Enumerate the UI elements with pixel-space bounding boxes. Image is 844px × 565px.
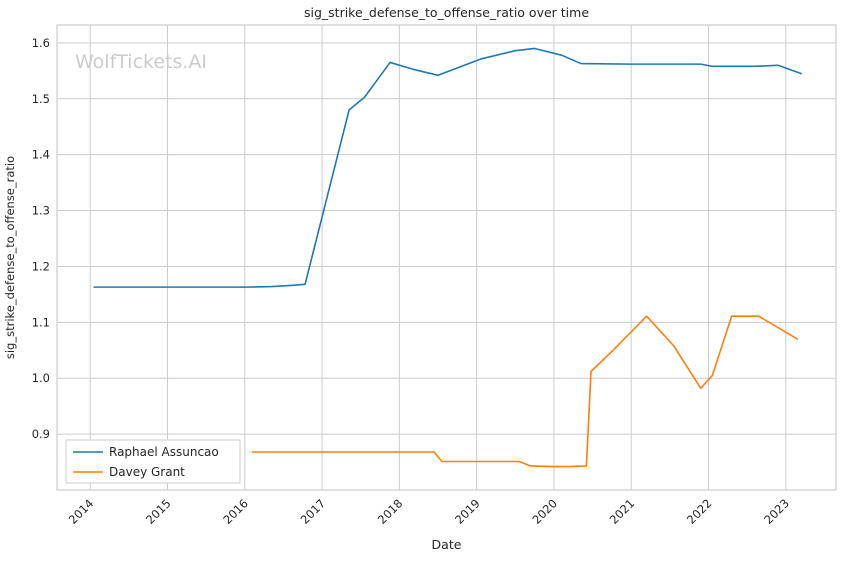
y-tick-label: 1.5	[32, 92, 50, 106]
y-tick-label: 1.0	[32, 371, 50, 385]
x-axis-label: Date	[432, 537, 462, 552]
y-tick-label: 1.2	[32, 259, 50, 273]
series-line-1	[251, 315, 799, 468]
y-tick-label: 1.6	[32, 36, 50, 50]
legend-box	[65, 439, 241, 484]
y-tick-label: 1.4	[32, 148, 50, 162]
chart-title: sig_strike_defense_to_offense_ratio over…	[304, 5, 589, 20]
legend-label-0: Raphael Assuncao	[109, 445, 219, 459]
plot-border	[56, 24, 837, 491]
y-tick-label: 0.9	[32, 427, 50, 441]
watermark: WolfTickets.AI	[75, 51, 207, 73]
y-axis-label: sig_strike_defense_to_offense_ratio	[3, 156, 17, 359]
series-line-0	[93, 47, 803, 288]
legend-label-1: Davey Grant	[109, 465, 185, 479]
y-tick-label: 1.3	[32, 204, 50, 218]
y-tick-label: 1.1	[32, 315, 50, 329]
